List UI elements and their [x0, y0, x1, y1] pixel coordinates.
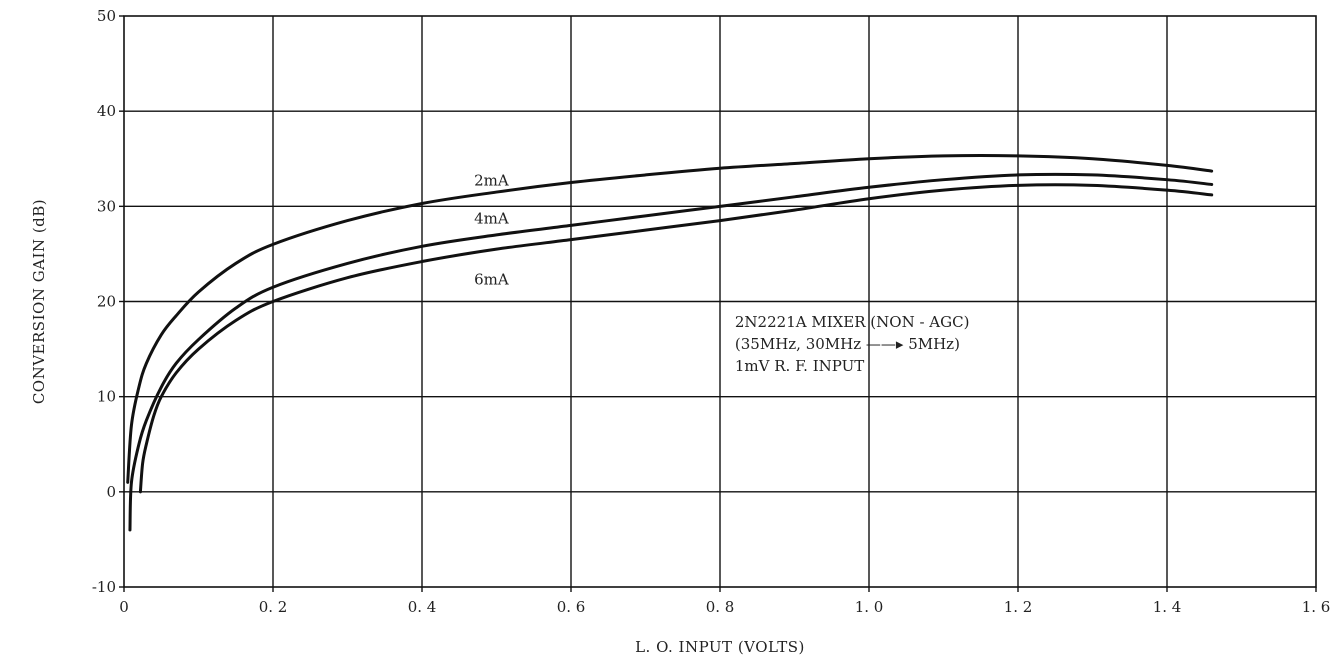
x-tick-labels: 0 0. 2 0. 4 0. 6 0. 8 1. 0 1. 2 1. 4 1. 6: [119, 598, 1330, 616]
chart-annotation: 2N2221A MIXER (NON - AGC) (35MHz, 30MHz —…: [735, 313, 970, 375]
x-tick-label: 0. 8: [706, 598, 735, 616]
x-tick-label: 1. 4: [1153, 598, 1182, 616]
y-tick-label: 20: [97, 293, 116, 311]
y-tick-label: 30: [97, 197, 116, 215]
y-tick-label: 10: [97, 388, 116, 406]
tick-marks: [119, 15, 1317, 592]
x-axis-label: L. O. INPUT (VOLTS): [635, 638, 805, 656]
y-tick-label: 40: [97, 102, 116, 120]
series-curves: [126, 154, 1214, 532]
series-labels: 2mA 4mA 6mA: [474, 171, 509, 288]
series-label-2mA: 2mA: [474, 171, 509, 189]
series-line-6mA: [138, 183, 1214, 494]
series-label-4mA: 4mA: [474, 209, 509, 227]
annotation-line: (35MHz, 30MHz ——▸ 5MHz): [735, 335, 960, 353]
series-line-4mA: [128, 172, 1214, 532]
x-tick-label: 0. 2: [259, 598, 288, 616]
annotation-line: 2N2221A MIXER (NON - AGC): [735, 313, 970, 331]
x-tick-label: 1. 6: [1302, 598, 1331, 616]
series-line-2mA: [126, 154, 1214, 484]
x-tick-label: 0: [119, 598, 129, 616]
y-tick-label: 50: [97, 7, 116, 25]
y-tick-label: 0: [106, 483, 116, 501]
series-label-6mA: 6mA: [474, 270, 509, 288]
x-tick-label: 1. 2: [1004, 598, 1033, 616]
x-tick-label: 1. 0: [855, 598, 884, 616]
y-tick-labels: -10 0 10 20 30 40 50: [92, 7, 116, 596]
x-tick-label: 0. 4: [408, 598, 437, 616]
grid-lines: [124, 16, 1316, 587]
y-tick-label: -10: [92, 578, 116, 596]
y-axis-label: CONVERSION GAIN (dB): [30, 199, 48, 404]
annotation-line: 1mV R. F. INPUT: [735, 357, 864, 375]
x-tick-label: 0. 6: [557, 598, 586, 616]
